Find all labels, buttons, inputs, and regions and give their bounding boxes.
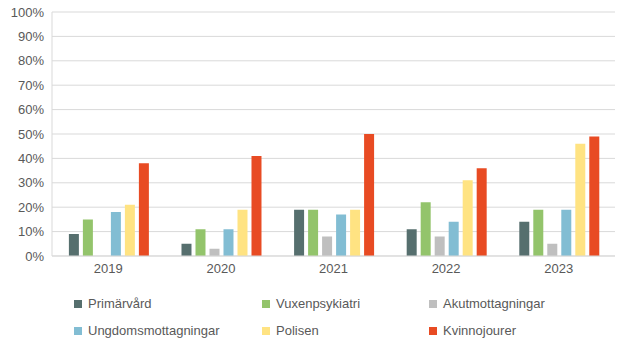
html-text:Primärvård: Primärvård — [88, 296, 152, 311]
svg-text:60%: 60% — [18, 102, 44, 117]
svg-text:2022: 2022 — [432, 261, 461, 276]
html-text:Vuxenpsykiatri: Vuxenpsykiatri — [276, 296, 361, 311]
html-text:Akutmottagningar: Akutmottagningar — [443, 296, 545, 311]
svg-text:80%: 80% — [18, 53, 44, 68]
svg-text:2021: 2021 — [319, 261, 348, 276]
svg-text:10%: 10% — [18, 224, 44, 239]
html-text:Kvinnojourer: Kvinnojourer — [443, 323, 516, 338]
svg-text:30%: 30% — [18, 175, 44, 190]
svg-text:0%: 0% — [25, 249, 44, 264]
svg-text:100%: 100% — [11, 8, 45, 20]
html-text:Polisen: Polisen — [276, 323, 319, 338]
svg-text:90%: 90% — [18, 29, 44, 44]
svg-text:20%: 20% — [18, 200, 44, 215]
html-text:Ungdomsmottagningar: Ungdomsmottagningar — [88, 323, 220, 338]
svg-text:50%: 50% — [18, 127, 44, 142]
svg-text:2019: 2019 — [94, 261, 123, 276]
svg-text:40%: 40% — [18, 151, 44, 166]
svg-text:2020: 2020 — [206, 261, 235, 276]
svg-text:70%: 70% — [18, 78, 44, 93]
svg-text:2023: 2023 — [544, 261, 573, 276]
